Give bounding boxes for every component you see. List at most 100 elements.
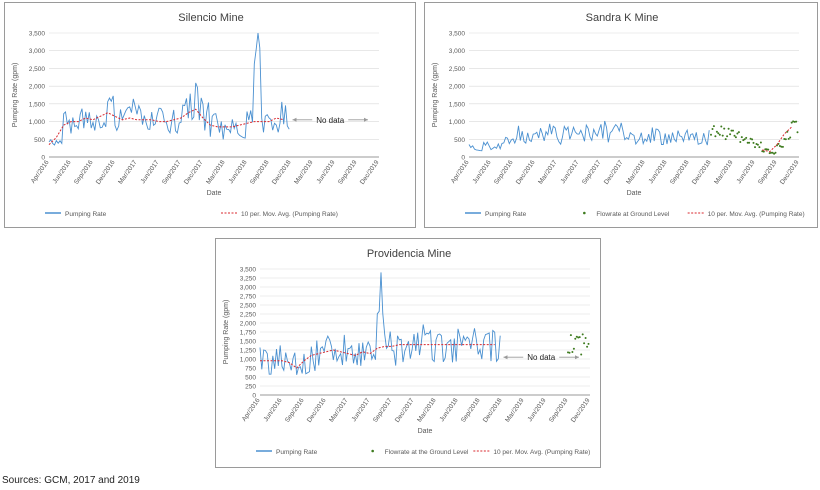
ground-level-point: [715, 130, 718, 133]
ground-level-point: [762, 150, 765, 153]
ground-level-point: [737, 131, 740, 134]
arrowhead-right: [364, 117, 368, 122]
x-tick-label: Sep/2018: [249, 159, 271, 186]
x-tick-label: Sep/2016: [284, 397, 306, 424]
x-tick-label: Mar/2017: [537, 159, 559, 186]
ground-level-point: [718, 133, 721, 136]
x-tick-label: Jun/2017: [140, 159, 161, 185]
y-tick-label: 500: [454, 137, 465, 144]
ground-level-point: [586, 345, 589, 348]
x-tick-label: Dec/2016: [306, 397, 328, 424]
x-tick-label: Jun/2017: [560, 159, 581, 185]
x-tick-label: Jun/2016: [52, 159, 73, 185]
y-tick-label: 750: [245, 366, 256, 373]
legend-label: Pumping Rate: [276, 449, 318, 456]
ground-level-point: [758, 146, 761, 149]
ground-level-point: [780, 145, 783, 148]
ground-level-point: [569, 334, 572, 337]
ground-level-point: [776, 144, 778, 147]
ground-level-point: [571, 351, 574, 353]
y-tick-label: 2,500: [449, 66, 466, 73]
silencio-chart-panel: Silencio Mine 0 500 1,000 1,500 2,000 2,500 3,0…: [4, 2, 416, 228]
x-tick-label: Mar/2017: [328, 397, 350, 424]
ground-level-point: [711, 128, 714, 130]
ground-level-point: [792, 120, 795, 123]
x-tick-label: Sep/2016: [73, 159, 95, 186]
y-tick-label: 3,500: [240, 267, 257, 274]
moving-average-line: [260, 344, 495, 369]
ground-level-point: [732, 129, 734, 132]
x-tick-label: Jun/2018: [648, 159, 669, 185]
pumping-rate-line: [48, 32, 290, 146]
ground-level-point: [739, 141, 742, 143]
arrowhead-left: [503, 355, 508, 360]
ground-level-point: [796, 131, 799, 134]
ground-level-point: [568, 351, 571, 354]
ground-level-point: [717, 132, 720, 135]
legend-label: Pumping Rate: [485, 211, 527, 218]
ground-level-point: [720, 125, 723, 128]
ground-level-point: [752, 141, 755, 144]
ground-level-point: [575, 335, 578, 338]
x-tick-label: Sep/2017: [161, 159, 183, 186]
ground-level-point: [726, 135, 729, 138]
y-tick-label: 2,250: [240, 312, 257, 319]
y-axis-label: Pumping Rate (gpm): [223, 300, 230, 365]
legend-label: Pumping Rate: [65, 211, 107, 218]
ground-level-point: [724, 138, 727, 141]
ground-level-point: [723, 127, 726, 130]
legend-swatch-ground: [583, 211, 586, 215]
y-tick-label: 1,500: [29, 101, 46, 108]
x-tick-label: Sep/2016: [493, 159, 515, 186]
legend-label: 10 per. Mov. Avg. (Pumping Rate): [493, 449, 590, 456]
x-tick-label: Dec/2016: [95, 159, 117, 186]
y-tick-label: 0: [252, 393, 256, 400]
ground-level-point: [745, 136, 748, 139]
y-tick-label: 500: [34, 137, 45, 144]
y-tick-label: 2,000: [240, 321, 257, 328]
y-tick-label: 250: [245, 384, 256, 391]
y-tick-label: 2,500: [240, 303, 257, 310]
ground-level-point: [572, 347, 575, 350]
y-tick-label: 0: [461, 155, 465, 162]
y-tick-label: 0: [41, 155, 45, 162]
ground-level-point: [736, 132, 739, 135]
y-tick-label: 3,250: [240, 276, 257, 283]
x-tick-label: Apr/2016: [241, 397, 262, 423]
providencia-chart-svg: Providencia Mine 0 250 500 750 1,000 1,250 1,50…: [223, 248, 592, 456]
y-tick-label: 3,000: [29, 48, 46, 55]
x-tick-label: Mar/2019: [293, 159, 315, 186]
legend-swatch-ground: [371, 449, 374, 453]
x-tick-label: Mar/2018: [625, 159, 647, 186]
legend-label: 10 per. Mov. Avg. (Pumping Rate): [241, 211, 338, 218]
ground-level-point: [784, 138, 787, 141]
x-tick-label: Sep/2019: [337, 159, 359, 186]
arrowhead-right: [575, 355, 579, 360]
ground-level-point: [756, 143, 759, 146]
ground-level-point: [727, 127, 730, 130]
x-tick-label: Mar/2018: [205, 159, 227, 186]
chart-title: Providencia Mine: [367, 248, 451, 260]
x-tick-label: Dec/2016: [515, 159, 537, 186]
x-axis-label: Date: [627, 190, 642, 197]
ground-level-point: [578, 336, 581, 339]
x-tick-label: Mar/2019: [713, 159, 735, 186]
legend-label: Flowrate at the Ground Level: [385, 449, 469, 456]
x-tick-label: Dec/2017: [183, 159, 205, 186]
x-axis-label: Date: [418, 428, 433, 435]
ground-level-point: [770, 151, 773, 154]
x-tick-label: Jun/2016: [472, 159, 493, 185]
ground-level-point: [774, 151, 777, 154]
ground-level-point: [783, 138, 786, 140]
ground-level-point: [712, 125, 715, 128]
x-tick-label: Jun/2019: [316, 159, 337, 185]
y-tick-label: 2,000: [29, 84, 46, 91]
ground-level-point: [710, 133, 712, 136]
ground-level-point: [751, 138, 754, 141]
ground-level-point: [587, 342, 590, 345]
ground-level-point: [765, 148, 768, 151]
no-data-annotation: No data: [316, 116, 345, 125]
source-note: Sources: GCM, 2017 and 2019: [2, 475, 140, 486]
ground-level-point: [721, 134, 724, 137]
y-tick-label: 500: [245, 375, 256, 382]
